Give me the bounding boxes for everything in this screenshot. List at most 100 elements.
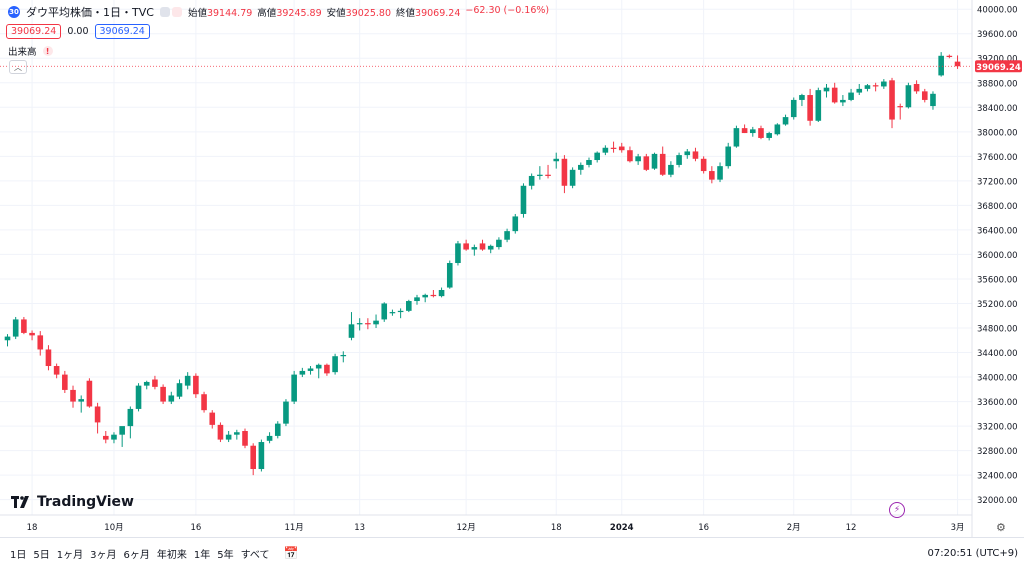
range-ytd[interactable]: 年初来 [156,549,187,561]
candle-body [561,158,568,186]
last-price-tag [975,60,1022,73]
candle-body [119,426,125,435]
candle-body [528,175,535,186]
candle-body [610,147,617,149]
y-tick-label: 38000.00 [977,128,1018,138]
candle-body [602,147,609,153]
volume-label[interactable]: 出来高 [8,47,37,58]
y-tick-label: 39200.00 [977,55,1018,65]
candle-body [430,294,437,297]
candle-body [700,158,707,172]
candle-body [872,85,879,87]
trade-row: 39069.24 0.00 39069.24 [6,24,150,39]
indicator-toggle[interactable] [159,7,182,17]
candle-body [94,406,101,423]
range-all[interactable]: すべて [240,549,270,561]
range-1d[interactable]: 1日 [10,549,27,561]
candle-body [823,87,830,92]
candle-body [340,354,347,357]
candle-body [414,297,420,302]
ohlc-close: 終値39069.24 [396,8,461,19]
candle-body [406,301,412,311]
candle-body [479,243,486,250]
candle-body [487,245,494,250]
candle-body [29,332,35,336]
y-tick-label: 33600.00 [977,398,1018,408]
candle-body [438,289,445,297]
buy-price-button[interactable]: 39069.24 [94,24,150,39]
candle-body [471,247,478,250]
collapse-legend-button[interactable]: ︿ [9,60,27,74]
x-tick-label: 10月 [104,523,123,533]
candle-body [307,368,314,371]
range-selector: 1日 5日 1ヶ月 3ヶ月 6ヶ月 年初来 1年 5年 すべて [10,546,270,561]
candle-body [717,166,723,180]
candle-body [848,92,854,100]
candle-body [864,85,871,89]
toggle-icon-right [171,7,182,17]
candle-body [12,319,19,337]
candle-body [111,434,117,440]
candle-body [463,243,469,250]
range-1m[interactable]: 1ヶ月 [56,549,84,561]
y-tick-label: 38800.00 [977,79,1018,89]
range-5d[interactable]: 5日 [33,549,50,561]
x-tick-label: 2024 [610,523,634,533]
candle-body [258,442,265,470]
lightning-icon[interactable]: ⚡ [889,502,905,518]
y-tick-label: 37600.00 [977,153,1018,163]
sell-price-button[interactable]: 39069.24 [6,24,62,39]
calendar-icon[interactable]: 📅 [283,546,299,560]
candle-body [659,153,666,175]
clock-readout[interactable]: 07:20:51 (UTC+9) [927,547,1018,559]
candle-body [242,431,248,446]
candle-body [446,263,453,288]
candle-body [799,95,805,100]
range-1y[interactable]: 1年 [193,549,211,561]
x-tick-label: 18 [27,523,38,533]
candle-body [373,320,379,325]
candle-body [545,174,551,176]
candle-body [627,150,633,162]
candle-body [250,445,256,470]
candle-body [315,364,322,369]
candle-body [889,80,895,120]
range-3m[interactable]: 3ヶ月 [90,549,117,561]
chevron-up-icon: ︿ [14,62,22,72]
x-tick-label: 12月 [456,523,475,533]
range-5y[interactable]: 5年 [217,549,234,561]
x-tick-label: 11月 [284,523,303,533]
y-tick-label: 36000.00 [977,251,1018,261]
logo-text: TradingView [37,494,134,510]
settings-icon[interactable]: ⚙ [996,521,1006,534]
ohlc-change: −62.30 (−0.16%) [465,5,550,16]
candle-body [70,389,76,402]
candle-body [21,319,27,333]
candle-body [749,129,756,134]
spread-value: 0.00 [67,26,89,37]
candle-body [594,152,600,161]
candle-body [143,381,150,386]
candle-body [102,435,109,440]
range-6m[interactable]: 6ヶ月 [123,549,150,561]
candle-body [938,55,944,76]
ohlc-high: 高値39245.89 [257,8,322,19]
candle-body [53,366,60,375]
candle-body [692,151,699,159]
candle-body [578,164,584,170]
volume-legend: 出来高 ! [8,44,53,58]
y-tick-label: 32800.00 [977,447,1018,457]
y-tick-label: 34400.00 [977,349,1018,359]
candle-body [913,83,920,92]
chart-title[interactable]: ダウ平均株価・1日・TVC [26,6,154,19]
candle-body [225,434,232,440]
candle-body [741,128,748,134]
candle-body [455,243,461,264]
x-tick-label: 12 [846,523,857,533]
candle-body [881,81,887,87]
warning-icon[interactable]: ! [42,46,53,56]
candle-body [389,312,396,314]
tradingview-logo[interactable]: TradingView [11,494,134,510]
